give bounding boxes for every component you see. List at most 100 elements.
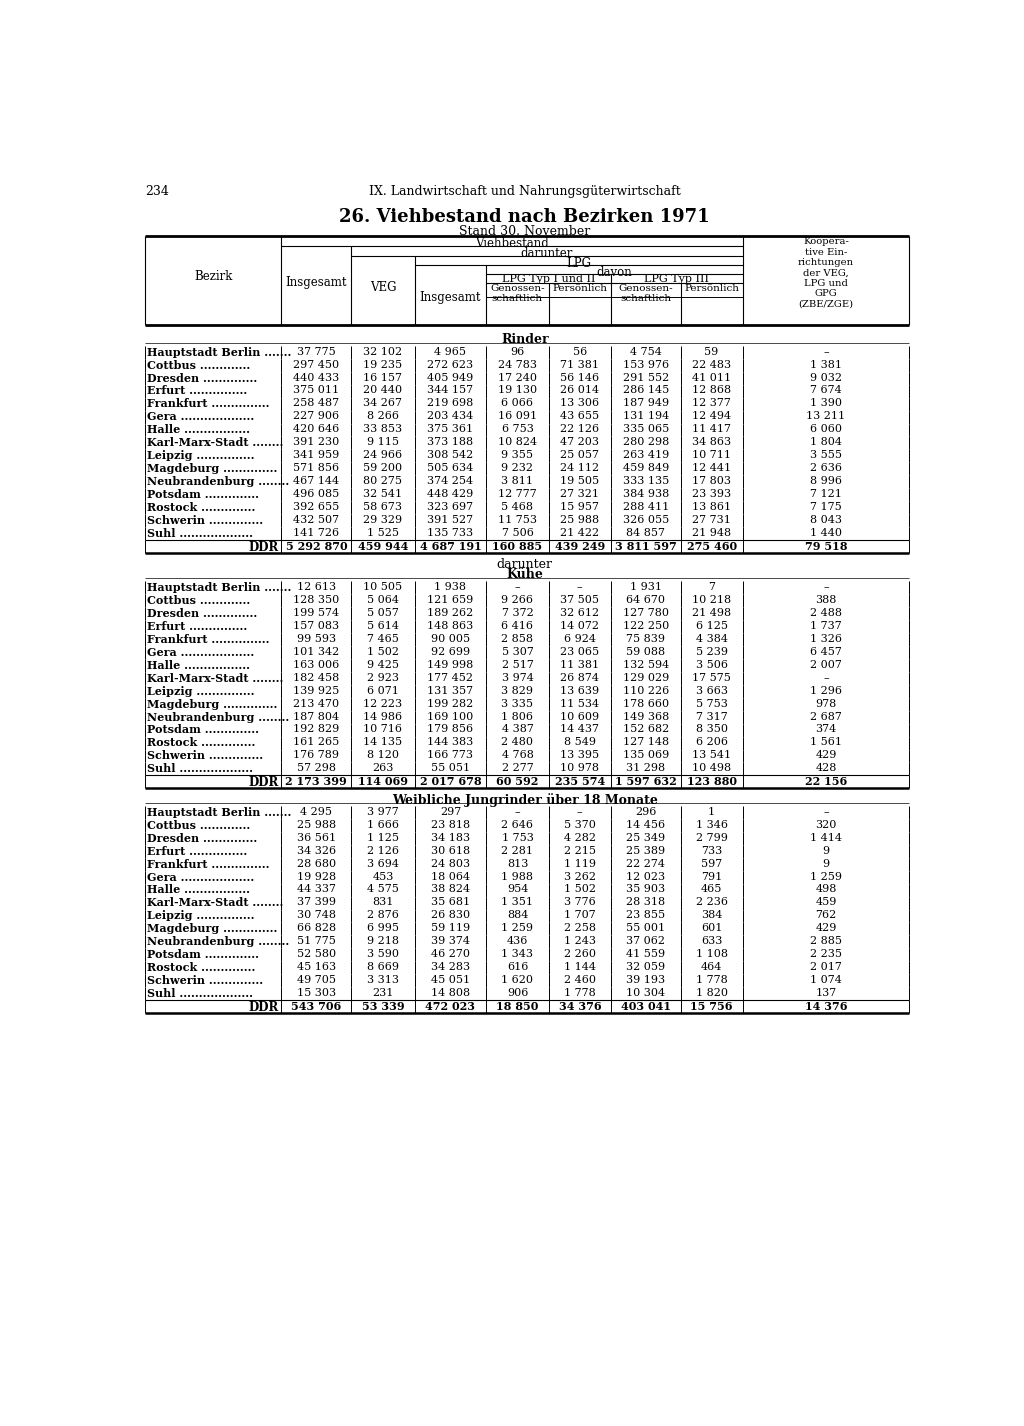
Text: 37 062: 37 062 (627, 937, 666, 947)
Text: Karl-Marx-Stadt ........: Karl-Marx-Stadt ........ (147, 438, 284, 448)
Text: 199 574: 199 574 (293, 607, 339, 617)
Text: Schwerin ..............: Schwerin .............. (147, 750, 263, 761)
Text: 14 072: 14 072 (560, 620, 599, 630)
Text: 19 928: 19 928 (297, 871, 336, 881)
Text: 60 592: 60 592 (497, 776, 539, 787)
Text: 12 494: 12 494 (692, 411, 731, 421)
Text: 33 853: 33 853 (364, 425, 402, 435)
Text: 79 518: 79 518 (805, 540, 847, 552)
Text: Stand 30. November: Stand 30. November (459, 225, 591, 238)
Text: 59 119: 59 119 (431, 923, 470, 933)
Text: 384: 384 (700, 910, 722, 920)
Text: 34 283: 34 283 (431, 963, 470, 973)
Text: 132 594: 132 594 (623, 660, 669, 670)
Text: 15 303: 15 303 (297, 988, 336, 998)
Text: 3 555: 3 555 (810, 451, 842, 461)
Text: 6 457: 6 457 (810, 647, 842, 657)
Text: 375 361: 375 361 (427, 425, 473, 435)
Text: Rostock ..............: Rostock .............. (147, 737, 256, 749)
Text: 10 609: 10 609 (560, 712, 599, 722)
Text: 2 799: 2 799 (695, 833, 727, 843)
Text: 2 173 399: 2 173 399 (286, 776, 347, 787)
Text: 32 059: 32 059 (626, 963, 666, 973)
Text: 14 456: 14 456 (626, 820, 666, 830)
Text: 45 051: 45 051 (431, 975, 470, 985)
Text: 177 452: 177 452 (427, 673, 473, 683)
Text: 46 270: 46 270 (431, 950, 470, 960)
Text: 13 306: 13 306 (560, 398, 599, 408)
Text: Rostock ..............: Rostock .............. (147, 502, 256, 513)
Text: 43 655: 43 655 (560, 411, 599, 421)
Text: 75 839: 75 839 (627, 635, 666, 645)
Text: 4 965: 4 965 (434, 347, 466, 356)
Text: darunter: darunter (520, 247, 573, 260)
Text: Cottbus .............: Cottbus ............. (147, 820, 251, 831)
Text: 280 298: 280 298 (623, 438, 669, 448)
Text: 66 828: 66 828 (297, 923, 336, 933)
Text: 1 259: 1 259 (810, 871, 842, 881)
Text: 166 773: 166 773 (427, 750, 473, 760)
Text: –: – (577, 582, 583, 592)
Text: Suhl ...................: Suhl ................... (147, 763, 253, 774)
Text: 26 014: 26 014 (560, 385, 599, 395)
Text: 1 938: 1 938 (434, 582, 466, 592)
Text: 1 778: 1 778 (695, 975, 727, 985)
Text: 1 343: 1 343 (502, 950, 534, 960)
Text: 2 235: 2 235 (810, 950, 842, 960)
Text: 1: 1 (708, 807, 715, 817)
Text: 52 580: 52 580 (297, 950, 336, 960)
Text: 28 318: 28 318 (626, 897, 666, 907)
Text: 56 146: 56 146 (560, 372, 599, 382)
Text: 26 830: 26 830 (431, 910, 470, 920)
Text: 12 868: 12 868 (692, 385, 731, 395)
Text: 32 612: 32 612 (560, 607, 599, 617)
Text: 199 282: 199 282 (427, 699, 473, 709)
Text: Insgesamt: Insgesamt (420, 291, 481, 304)
Text: 496 085: 496 085 (293, 489, 339, 499)
Text: 384 938: 384 938 (623, 489, 669, 499)
Text: 571 856: 571 856 (293, 463, 339, 473)
Text: 12 377: 12 377 (692, 398, 731, 408)
Text: 44 337: 44 337 (297, 884, 336, 894)
Text: 1 525: 1 525 (367, 528, 399, 538)
Text: –: – (515, 807, 520, 817)
Text: 24 112: 24 112 (560, 463, 599, 473)
Text: 235 574: 235 574 (555, 776, 605, 787)
Text: 15 756: 15 756 (690, 1001, 733, 1012)
Text: 37 775: 37 775 (297, 347, 336, 356)
Text: Koopera-
tive Ein-
richtungen
der VEG,
LPG und
GPG
(ZBE/ZGE): Koopera- tive Ein- richtungen der VEG, L… (798, 237, 854, 309)
Text: 13 395: 13 395 (560, 750, 599, 760)
Text: 2 480: 2 480 (502, 737, 534, 747)
Text: 152 682: 152 682 (623, 724, 669, 734)
Text: 428: 428 (815, 763, 837, 773)
Text: 53 339: 53 339 (361, 1001, 404, 1012)
Text: 5 307: 5 307 (502, 647, 534, 657)
Text: 1 988: 1 988 (502, 871, 534, 881)
Text: 153 976: 153 976 (623, 359, 669, 369)
Text: 9 266: 9 266 (502, 595, 534, 605)
Text: 5 292 870: 5 292 870 (286, 540, 347, 552)
Text: 7 465: 7 465 (367, 635, 399, 645)
Text: 275 460: 275 460 (686, 540, 736, 552)
Text: 2 646: 2 646 (502, 820, 534, 830)
Text: 2 636: 2 636 (810, 463, 842, 473)
Text: 12 613: 12 613 (297, 582, 336, 592)
Text: 4 768: 4 768 (502, 750, 534, 760)
Text: 7 674: 7 674 (810, 385, 842, 395)
Text: 2 215: 2 215 (564, 846, 596, 856)
Text: 178 660: 178 660 (623, 699, 669, 709)
Text: 3 811: 3 811 (502, 476, 534, 486)
Text: 160 885: 160 885 (493, 540, 543, 552)
Text: 36 561: 36 561 (297, 833, 336, 843)
Text: 22 274: 22 274 (627, 858, 666, 868)
Text: 2 876: 2 876 (367, 910, 399, 920)
Text: 12 023: 12 023 (626, 871, 666, 881)
Text: Hauptstadt Berlin .......: Hauptstadt Berlin ....... (147, 807, 292, 819)
Text: Leipzig ...............: Leipzig ............... (147, 451, 255, 461)
Text: 436: 436 (507, 937, 528, 947)
Text: 1 243: 1 243 (564, 937, 596, 947)
Text: 135 069: 135 069 (623, 750, 669, 760)
Text: 420 646: 420 646 (293, 425, 339, 435)
Text: 10 824: 10 824 (498, 438, 537, 448)
Text: 80 275: 80 275 (364, 476, 402, 486)
